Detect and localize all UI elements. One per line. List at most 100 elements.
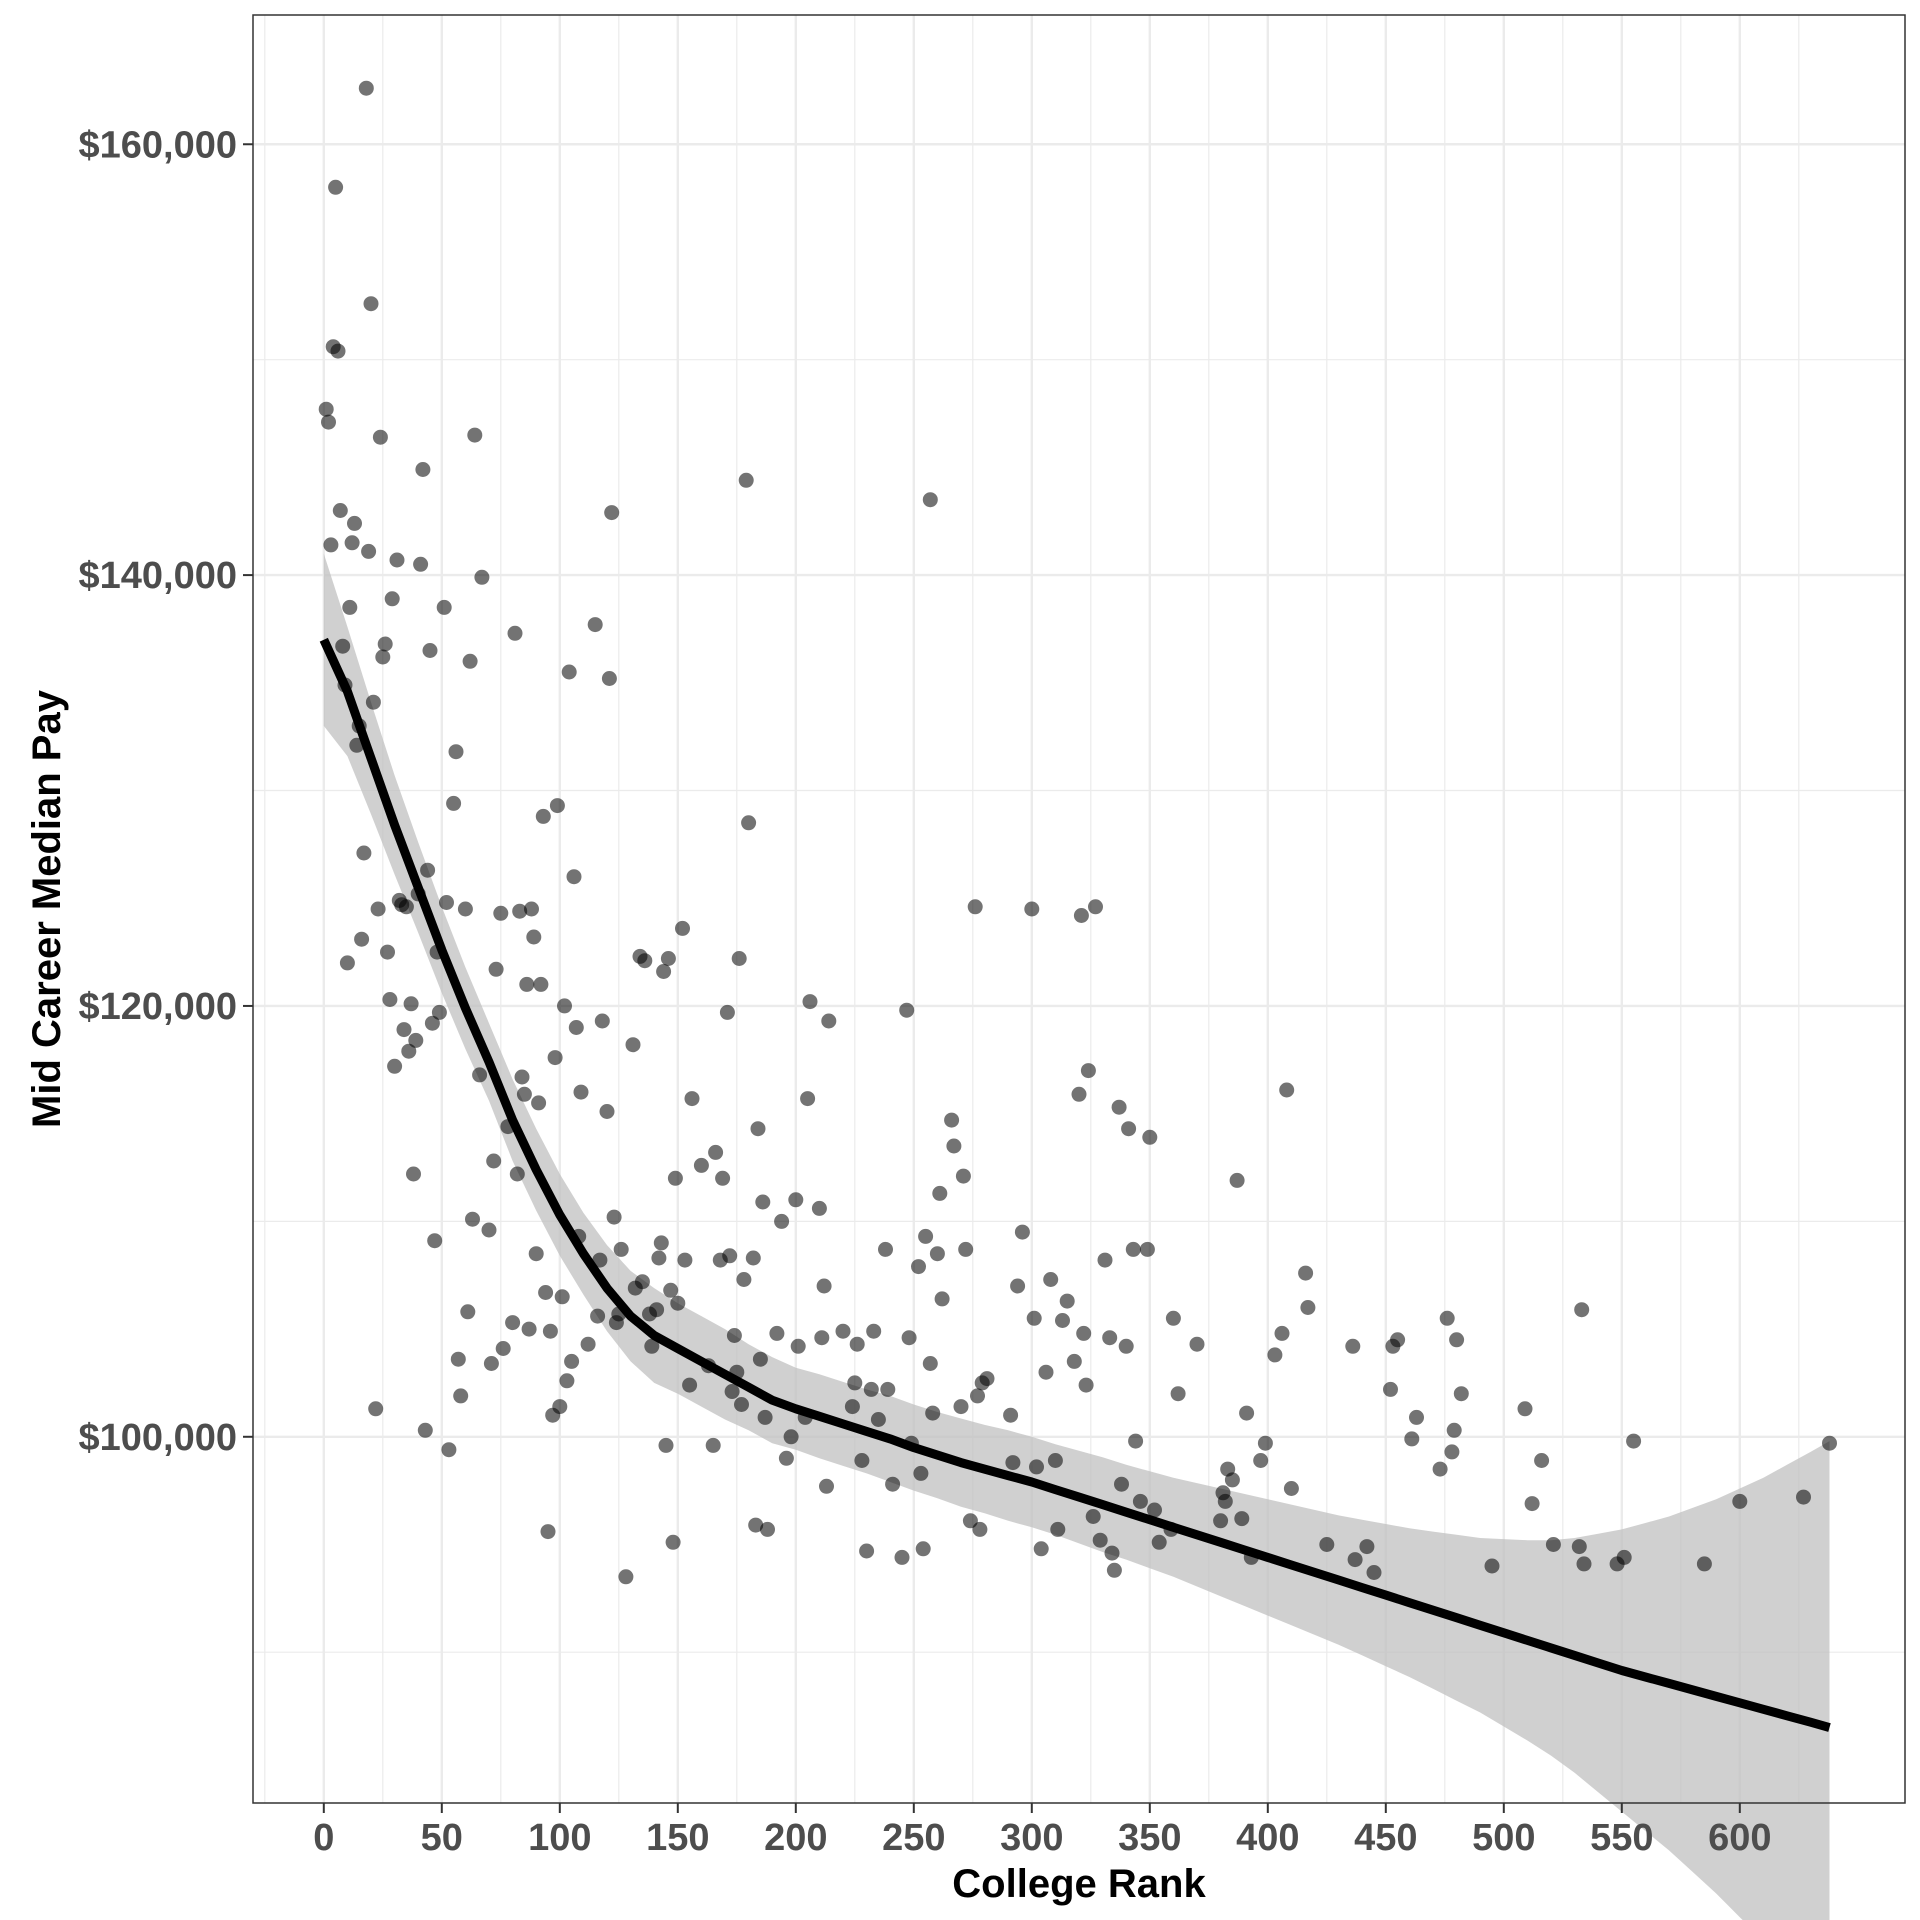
data-point — [1038, 1364, 1054, 1380]
data-point — [800, 1091, 816, 1107]
data-point — [1267, 1347, 1283, 1363]
x-tick-label: 150 — [646, 1817, 709, 1859]
data-point — [1076, 1325, 1092, 1341]
data-point — [1484, 1558, 1500, 1574]
data-point — [601, 671, 617, 686]
data-point — [1366, 1565, 1382, 1580]
data-point — [505, 1315, 521, 1331]
data-point — [738, 472, 754, 488]
data-point — [918, 1228, 934, 1244]
data-point — [719, 1004, 735, 1020]
data-point — [1170, 1386, 1186, 1402]
data-point — [866, 1323, 882, 1339]
data-point — [604, 505, 620, 521]
data-point — [472, 1067, 488, 1083]
data-point — [1106, 1562, 1122, 1578]
y-tick-label: $120,000 — [79, 986, 238, 1028]
data-point — [1796, 1489, 1811, 1505]
data-point — [1444, 1444, 1460, 1460]
data-point — [524, 901, 539, 917]
data-point — [542, 1323, 558, 1339]
data-point — [1545, 1537, 1561, 1552]
data-point — [568, 1020, 584, 1035]
data-point — [554, 1289, 570, 1305]
x-tick-label: 300 — [1000, 1817, 1063, 1859]
y-axis: $100,000 $120,000 $140,000 $160,000 — [79, 124, 253, 1459]
data-point — [592, 1252, 608, 1268]
data-point — [854, 1453, 870, 1468]
data-point — [1571, 1539, 1587, 1555]
data-point — [354, 931, 370, 947]
data-point — [486, 1153, 502, 1169]
data-point — [1446, 1422, 1462, 1438]
data-point — [372, 429, 388, 445]
data-point — [488, 961, 504, 977]
data-point — [819, 1478, 834, 1494]
data-point — [1085, 1509, 1101, 1524]
data-point — [665, 1534, 681, 1550]
data-point — [361, 543, 377, 559]
data-point — [1050, 1521, 1066, 1537]
data-point — [637, 953, 653, 969]
data-point — [321, 414, 336, 430]
data-point — [427, 1233, 443, 1249]
data-point — [342, 599, 358, 615]
data-point — [915, 1541, 931, 1557]
data-point — [533, 976, 549, 992]
data-point — [417, 1422, 433, 1438]
data-point — [811, 1200, 827, 1216]
data-point — [356, 845, 372, 861]
data-point — [748, 1517, 764, 1533]
data-point — [1298, 1265, 1314, 1281]
data-point — [899, 1002, 915, 1018]
data-point — [1257, 1435, 1273, 1451]
data-point — [368, 1401, 384, 1417]
data-point — [1097, 1252, 1113, 1268]
data-point — [1092, 1532, 1108, 1548]
data-point — [757, 1409, 773, 1425]
data-point — [339, 955, 355, 971]
data-point — [705, 1437, 721, 1453]
data-point — [521, 1321, 537, 1337]
data-point — [1574, 1302, 1590, 1318]
data-point — [483, 1356, 499, 1371]
data-point — [1390, 1332, 1406, 1348]
data-point — [967, 899, 983, 915]
data-point — [847, 1375, 863, 1391]
data-point — [538, 1285, 554, 1300]
data-point — [649, 1302, 665, 1318]
data-point — [413, 556, 429, 572]
data-point — [1029, 1459, 1044, 1475]
data-point — [1047, 1453, 1063, 1468]
x-tick-label: 500 — [1472, 1817, 1535, 1859]
data-point — [814, 1330, 830, 1346]
y-axis-title: Mid Career Median Pay — [25, 689, 69, 1128]
data-point — [1059, 1293, 1075, 1309]
data-point — [663, 1282, 679, 1298]
data-point — [769, 1325, 785, 1341]
data-point — [406, 1166, 421, 1182]
data-point — [913, 1465, 929, 1481]
data-point — [1696, 1556, 1712, 1572]
data-point — [531, 1095, 547, 1111]
data-point — [431, 1004, 447, 1020]
data-point — [1142, 1129, 1158, 1145]
data-point — [1104, 1545, 1120, 1561]
data-point — [424, 1015, 440, 1031]
x-tick-label: 400 — [1236, 1817, 1299, 1859]
data-point — [1071, 1086, 1087, 1102]
data-point — [332, 503, 348, 518]
data-point — [1524, 1496, 1540, 1512]
data-point — [1024, 901, 1040, 917]
data-point — [439, 895, 454, 910]
y-tick-label: $100,000 — [79, 1417, 238, 1459]
data-point — [344, 535, 360, 551]
data-point — [1732, 1493, 1748, 1509]
data-point — [1003, 1407, 1019, 1423]
data-point — [599, 1104, 615, 1119]
data-point — [708, 1144, 724, 1160]
data-point — [375, 649, 391, 665]
data-point — [408, 1032, 424, 1048]
data-point — [1055, 1313, 1070, 1328]
data-point — [660, 951, 676, 966]
